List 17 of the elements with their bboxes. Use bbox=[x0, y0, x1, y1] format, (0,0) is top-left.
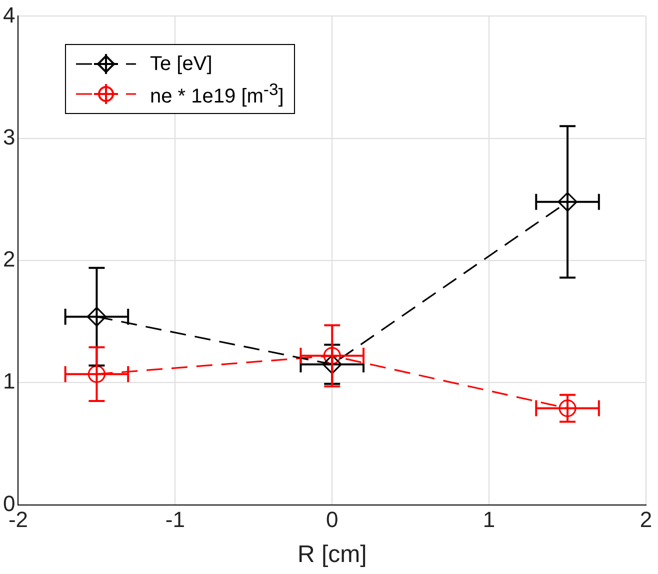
x-axis-title: R [cm] bbox=[297, 541, 367, 568]
y-tick-label: 3 bbox=[2, 124, 16, 150]
x-tick-label: -1 bbox=[165, 507, 185, 532]
x-tick-label: 2 bbox=[640, 507, 652, 532]
point bbox=[88, 365, 106, 383]
point bbox=[322, 354, 342, 374]
y-tick-label: 2 bbox=[2, 246, 16, 272]
y-tick-label: 1 bbox=[2, 368, 16, 394]
point bbox=[86, 306, 107, 326]
legend-label: ne * 1e19 [m$^{-3}$] bbox=[150, 80, 284, 108]
x-tick-label: 1 bbox=[482, 507, 496, 532]
y-tick-label: 4 bbox=[2, 2, 16, 28]
point bbox=[558, 192, 578, 212]
point bbox=[323, 346, 341, 365]
x-tick-label: 0 bbox=[326, 507, 338, 532]
legend-label: Te [eV] bbox=[150, 52, 212, 76]
point bbox=[558, 400, 576, 418]
